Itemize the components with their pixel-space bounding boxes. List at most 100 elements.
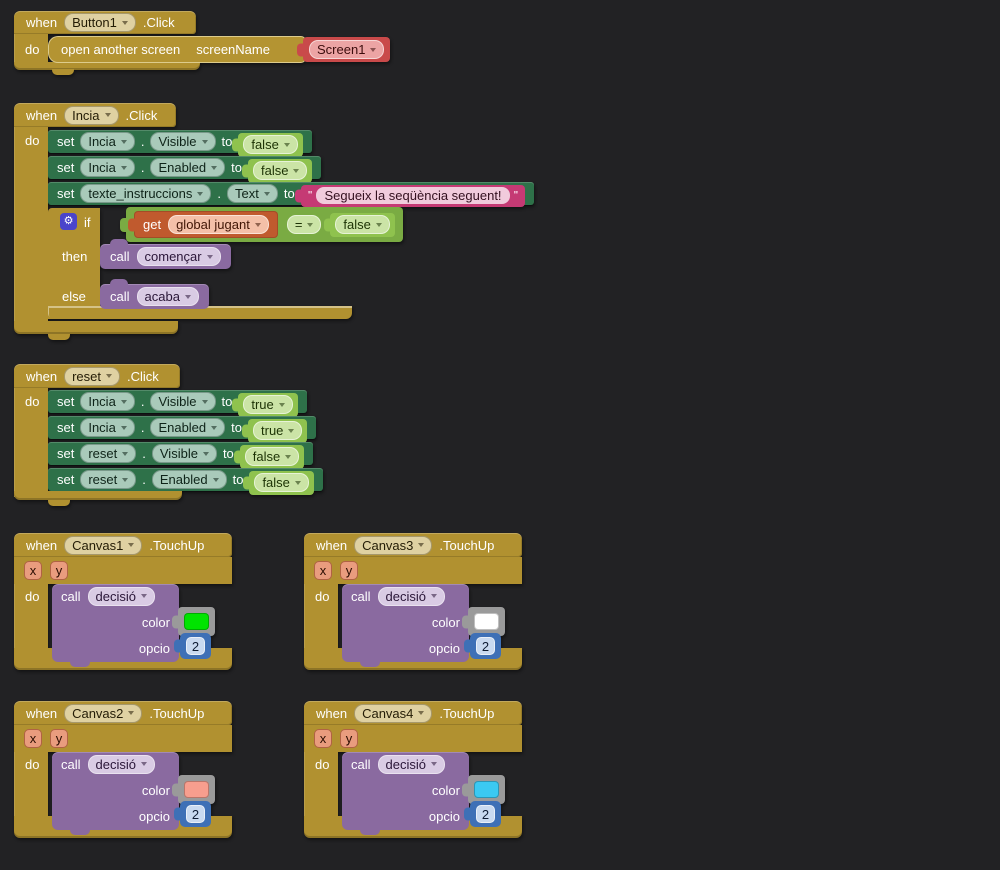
logic-dropdown[interactable]: false [243,135,297,154]
mutator-gear-icon[interactable]: ⚙ [60,213,77,230]
property-dropdown[interactable]: Text [227,184,278,203]
event-header[interactable]: when Button1 .Click [14,11,196,34]
component-dropdown[interactable]: reset [64,367,120,386]
property-dropdown[interactable]: Enabled [152,470,227,489]
event-header[interactable]: when Incia .Click [14,103,176,127]
set-statement[interactable]: set Incia . Enabled to false [48,156,321,179]
property-dropdown[interactable]: Visible [152,444,217,463]
screen-name-value-block[interactable]: Screen1 [303,37,390,62]
param-chip-y[interactable]: y [340,729,358,748]
component-dropdown[interactable]: Incia [64,106,118,125]
set-statement[interactable]: set Incia . Visible to true [48,390,307,413]
logic-value-block[interactable]: false [249,471,313,495]
param-chip-x[interactable]: x [314,729,332,748]
component-dropdown[interactable]: Canvas2 [64,704,142,723]
equals-comparison-block[interactable]: get global jugant = false [126,207,403,242]
event-block-canvas1-touchup[interactable]: when Canvas1 .TouchUp x y do call decisi… [14,533,264,673]
param-chip-y[interactable]: y [340,561,358,580]
event-header[interactable]: when Canvas1 .TouchUp [14,533,232,557]
component-dropdown[interactable]: Canvas3 [354,536,432,555]
property-dropdown[interactable]: Enabled [150,418,225,437]
event-block-canvas2-touchup[interactable]: when Canvas2 .TouchUp x y do call decisi… [14,701,264,841]
event-block-button1-click[interactable]: when Button1 .Click do open another scre… [14,11,414,81]
logic-value-block[interactable]: true [248,419,307,443]
get-variable-block[interactable]: get global jugant [134,211,278,238]
procedure-dropdown[interactable]: decisió [378,587,445,606]
component-dropdown[interactable]: Incia [80,158,134,177]
logic-dropdown[interactable]: true [243,395,292,414]
call-procedure-block[interactable]: call decisió color opcio [342,584,469,662]
event-block-canvas4-touchup[interactable]: when Canvas4 .TouchUp x y do call decisi… [304,701,554,841]
call-procedure-block[interactable]: call decisió color opcio [52,752,179,830]
component-dropdown[interactable]: Incia [80,132,134,151]
param-chip-y[interactable]: y [50,561,68,580]
param-chip-x[interactable]: x [314,561,332,580]
component-dropdown[interactable]: reset [80,444,136,463]
component-dropdown[interactable]: Incia [80,418,134,437]
color-value-block[interactable] [468,607,505,636]
string-value[interactable]: Segueix la seqüència seguent! [316,187,509,204]
set-statement[interactable]: set Incia . Enabled to true [48,416,316,439]
operator-dropdown[interactable]: = [287,215,322,234]
logic-value-block[interactable]: false [248,159,312,183]
property-dropdown[interactable]: Enabled [150,158,225,177]
number-value[interactable]: 2 [186,637,205,655]
property-dropdown[interactable]: Visible [150,132,215,151]
variable-dropdown[interactable]: global jugant [168,215,269,234]
event-header[interactable]: when reset .Click [14,364,180,388]
color-value-block[interactable] [468,775,505,804]
set-statement[interactable]: set Incia . Visible to false [48,130,312,153]
logic-value-block[interactable]: true [238,393,297,417]
component-dropdown[interactable]: reset [80,470,136,489]
open-another-screen-block[interactable]: open another screen screenName [48,36,306,63]
param-chip-x[interactable]: x [24,729,42,748]
procedure-dropdown[interactable]: acaba [137,287,199,306]
logic-value-block[interactable]: false [330,213,394,237]
procedure-dropdown[interactable]: decisió [88,587,155,606]
number-value[interactable]: 2 [476,637,495,655]
component-dropdown[interactable]: Canvas4 [354,704,432,723]
number-value-block[interactable]: 2 [180,633,211,659]
component-dropdown[interactable]: Canvas1 [64,536,142,555]
set-statement[interactable]: set reset . Enabled to false [48,468,323,491]
logic-value-block[interactable]: false [238,133,302,157]
logic-dropdown[interactable]: false [253,161,307,180]
color-value-block[interactable] [178,775,215,804]
call-procedure-block[interactable]: call decisió color opcio [52,584,179,662]
number-value[interactable]: 2 [186,805,205,823]
set-statement[interactable]: set texte_instruccions . Text to " Segue… [48,182,534,205]
procedure-dropdown[interactable]: decisió [88,755,155,774]
logic-dropdown[interactable]: false [254,473,308,492]
component-dropdown[interactable]: Button1 [64,13,136,32]
event-block-incia-click[interactable]: when Incia .Click do set Incia . Visible… [14,103,614,343]
event-block-reset-click[interactable]: when reset .Click do set Incia . Visible… [14,364,414,509]
event-header[interactable]: when Canvas2 .TouchUp [14,701,232,725]
number-value-block[interactable]: 2 [470,801,501,827]
logic-value-block[interactable]: false [240,445,304,469]
component-dropdown[interactable]: Incia [80,392,134,411]
color-value-block[interactable] [178,607,215,636]
procedure-dropdown-label: decisió [96,589,136,604]
set-statement[interactable]: set reset . Visible to false [48,442,313,465]
event-header[interactable]: when Canvas3 .TouchUp [304,533,522,557]
component-dropdown[interactable]: texte_instruccions [80,184,211,203]
param-chip-x[interactable]: x [24,561,42,580]
logic-dropdown[interactable]: false [335,215,389,234]
blocks-workspace[interactable]: { "icons": { "gear": "⚙" }, "keywords": … [0,0,1000,870]
event-header[interactable]: when Canvas4 .TouchUp [304,701,522,725]
call-procedure-block[interactable]: call decisió color opcio [342,752,469,830]
event-block-canvas3-touchup[interactable]: when Canvas3 .TouchUp x y do call decisi… [304,533,554,673]
number-value[interactable]: 2 [476,805,495,823]
number-value-block[interactable]: 2 [180,801,211,827]
number-value-block[interactable]: 2 [470,633,501,659]
param-chip-y[interactable]: y [50,729,68,748]
procedure-dropdown[interactable]: decisió [378,755,445,774]
logic-dropdown[interactable]: true [253,421,302,440]
screen-dropdown[interactable]: Screen1 [309,40,384,59]
call-procedure-block[interactable]: call acaba [100,284,209,309]
property-dropdown[interactable]: Visible [150,392,215,411]
call-procedure-block[interactable]: call començar [100,244,231,269]
text-string-block[interactable]: " Segueix la seqüència seguent! " [301,185,526,207]
procedure-dropdown[interactable]: començar [137,247,221,266]
logic-dropdown[interactable]: false [245,447,299,466]
